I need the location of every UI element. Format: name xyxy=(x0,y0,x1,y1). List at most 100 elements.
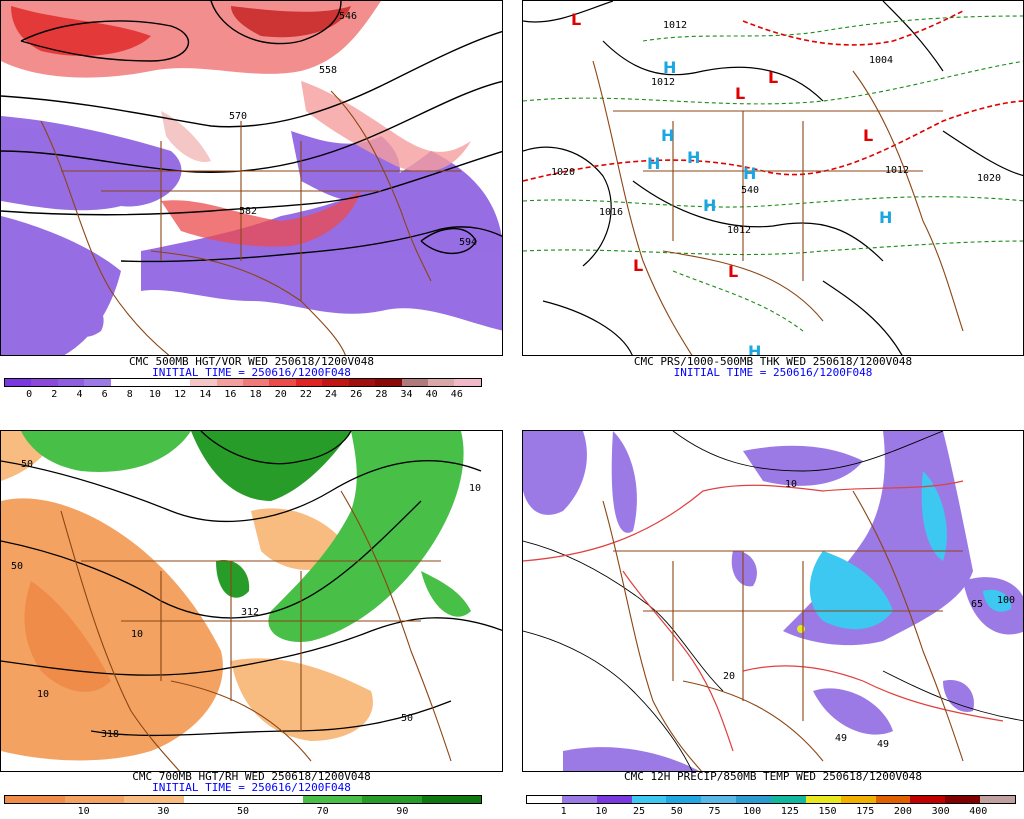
height-label: 558 xyxy=(319,65,337,76)
rh-label: 10 xyxy=(469,483,481,494)
map-700mb-rh: 50 10 312 318 50 10 50 10 xyxy=(0,430,503,772)
legend-swatch xyxy=(631,796,667,803)
panel-title: CMC 12H PRECIP/850MB TEMP WED 250618/120… xyxy=(623,770,922,783)
legend-tick: 50 xyxy=(670,806,683,817)
legend-tick: 20 xyxy=(274,389,287,400)
legend-swatch xyxy=(805,796,841,803)
panel-500mb-vorticity: 570 558 582 594 546 CMC 500MB HGT/VOR WE… xyxy=(0,0,503,400)
pressure-label: 1012 xyxy=(727,225,751,236)
panel-precip-850mb-temp: 49 49 65 100 10 20 CMC 12H PRECIP/850MB … xyxy=(522,430,1024,819)
low-pressure-markers: L L L L L L xyxy=(571,10,873,281)
value-label: 49 xyxy=(835,733,847,744)
low-pressure-marker: L xyxy=(768,68,778,87)
political-boundaries xyxy=(40,90,461,355)
legend-tick: 25 xyxy=(633,806,646,817)
initial-time: INITIAL TIME = 250616/1200F048 xyxy=(152,366,351,379)
height-label: 582 xyxy=(239,206,257,217)
legend-tick: 175 xyxy=(856,806,875,817)
low-pressure-marker: L xyxy=(571,10,581,29)
legend-tick: 75 xyxy=(708,806,721,817)
legend-swatch xyxy=(322,379,349,386)
legend-swatch xyxy=(736,796,772,803)
height-contours xyxy=(1,431,502,737)
legend-swatch xyxy=(910,796,946,803)
legend-tick: 2 xyxy=(51,389,58,400)
legend-swatch xyxy=(269,379,296,386)
legend-tick: 14 xyxy=(199,389,212,400)
high-pressure-marker: H xyxy=(703,196,716,215)
legend-tick: 4 xyxy=(76,389,83,400)
legend-swatch xyxy=(242,379,270,386)
vorticity-low-shading xyxy=(1,116,502,355)
pressure-label: 1020 xyxy=(551,167,575,178)
legend-tick: 40 xyxy=(425,389,438,400)
legend-swatch xyxy=(945,796,981,803)
color-legend xyxy=(4,378,482,387)
vorticity-high-shading xyxy=(1,1,471,247)
value-label: 100 xyxy=(997,595,1015,606)
legend-tick: 1 xyxy=(560,806,567,817)
legend-swatch xyxy=(527,796,562,803)
legend-tick: 10 xyxy=(148,389,161,400)
legend-tick: 6 xyxy=(101,389,108,400)
panel-pressure-thickness: H H H H H H H H L L L L L L 1012 1020 10… xyxy=(522,0,1024,400)
rh-label: 10 xyxy=(37,689,49,700)
legend-tick: 150 xyxy=(818,806,837,817)
dry-shading xyxy=(1,431,373,761)
thickness-contours xyxy=(523,15,1023,332)
political-boundaries xyxy=(602,490,964,771)
thickness-540-line xyxy=(523,10,1023,182)
high-pressure-marker: H xyxy=(748,342,761,356)
isobars xyxy=(523,1,1023,355)
pressure-label: 1012 xyxy=(663,20,687,31)
legend-swatch xyxy=(302,796,362,803)
legend-tick: 50 xyxy=(236,806,250,817)
legend-swatch xyxy=(190,379,217,386)
high-pressure-marker: H xyxy=(647,154,660,173)
legend-swatch xyxy=(31,379,58,386)
temperature-contours xyxy=(523,431,1023,771)
low-pressure-marker: L xyxy=(735,84,745,103)
legend-swatch xyxy=(375,379,402,386)
map-pressure-thickness: H H H H H H H H L L L L L L 1012 1020 10… xyxy=(522,0,1024,356)
legend-swatch xyxy=(163,379,191,386)
legend-swatch xyxy=(295,379,323,386)
legend-tick: 125 xyxy=(780,806,799,817)
pressure-label: 1012 xyxy=(651,77,675,88)
legend-swatch xyxy=(57,379,85,386)
rh-label: 50 xyxy=(21,459,33,470)
map-500mb-vorticity: 570 558 582 594 546 xyxy=(0,0,503,356)
thickness-label: 540 xyxy=(741,185,759,196)
panel-700mb-rh: 50 10 312 318 50 10 50 10 CMC 700MB HGT/… xyxy=(0,430,503,819)
legend-ticks: 1 10 25 50 75 100 125 150 175 200 300 400 xyxy=(526,806,1016,818)
legend-tick: 200 xyxy=(893,806,912,817)
height-label: 546 xyxy=(339,11,357,22)
high-pressure-marker: H xyxy=(879,208,892,227)
legend-ticks: 10 30 50 70 90 xyxy=(4,806,482,818)
initial-time: INITIAL TIME = 250616/1200F048 xyxy=(673,366,873,379)
high-pressure-marker: H xyxy=(661,126,674,145)
low-pressure-marker: L xyxy=(633,256,643,275)
value-label: 49 xyxy=(877,739,889,750)
pressure-label: 1004 xyxy=(869,55,893,66)
legend-swatch xyxy=(561,796,597,803)
pressure-label: 1020 xyxy=(977,173,1001,184)
temperature-label: 10 xyxy=(785,479,797,490)
pressure-label: 1016 xyxy=(599,207,623,218)
panel-title: CMC PRS/1000-500MB THK WED 250618/1200V0… xyxy=(633,355,913,368)
map-precip-850mb-temp: 49 49 65 100 10 20 xyxy=(522,430,1024,772)
legend-swatch xyxy=(216,379,243,386)
legend-tick: 8 xyxy=(126,389,133,400)
freezing-contours xyxy=(523,480,1004,752)
pressure-label: 1012 xyxy=(885,165,909,176)
panel-title: CMC 500MB HGT/VOR WED 250618/1200V048 xyxy=(128,355,375,368)
low-pressure-marker: L xyxy=(728,262,738,281)
color-legend xyxy=(526,795,1016,804)
legend-swatch xyxy=(5,796,65,803)
legend-swatch xyxy=(596,796,632,803)
legend-swatch xyxy=(421,796,481,803)
legend-swatch xyxy=(840,796,876,803)
height-label: 594 xyxy=(459,237,477,248)
legend-swatch xyxy=(5,379,32,386)
legend-swatch xyxy=(64,796,124,803)
